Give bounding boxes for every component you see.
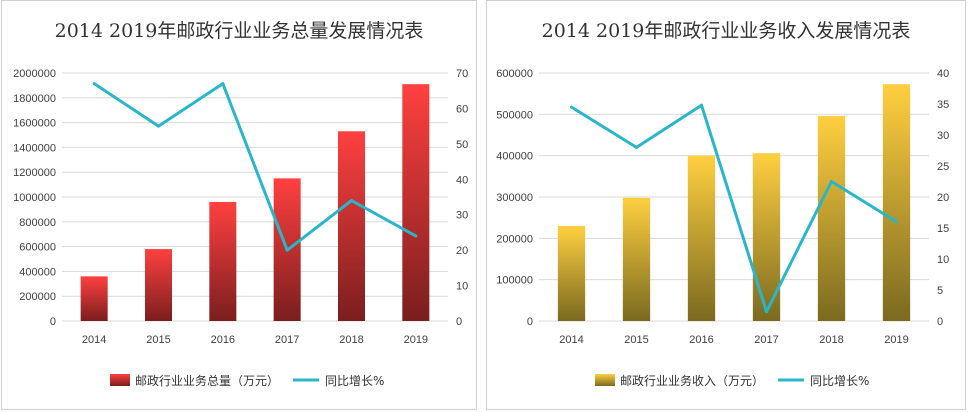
x-tick-label: 2017	[754, 334, 778, 346]
bar	[402, 84, 430, 321]
y2-tick-label: 70	[456, 68, 468, 80]
x-tick-label: 2014	[559, 334, 583, 346]
y-tick-label: 500000	[496, 109, 533, 121]
legend: 邮政行业业务收入（万元） 同比增长%	[595, 373, 869, 388]
y-tick-label: 400000	[19, 266, 56, 278]
x-tick-label: 2014	[82, 334, 106, 346]
y-tick-label: 0	[50, 316, 56, 328]
line-point	[350, 199, 353, 203]
legend-label-bar: 邮政行业业务总量（万元）	[135, 373, 279, 388]
x-tick-label: 2019	[404, 334, 428, 346]
line-point	[414, 234, 418, 238]
bar	[622, 197, 651, 321]
chart-panel-revenue: 2014 2019年邮政行业业务收入发展情况表 0 100000 200000 300…	[486, 0, 966, 410]
bar	[209, 201, 237, 321]
volume-chart: 2014 2019年邮政行业业务总量发展情况表 0200000400000600…	[13, 20, 468, 388]
y2-tick-label: 30	[937, 130, 949, 142]
chart-title: 2014 2019年邮政行业业务总量发展情况表	[55, 20, 424, 42]
bar	[882, 84, 911, 321]
y2-tick-label: 10	[456, 281, 468, 293]
bar	[687, 155, 716, 321]
y-tick-label: 1200000	[13, 167, 56, 179]
growth-line	[93, 82, 417, 252]
x-tick-label: 2018	[339, 334, 363, 346]
x-tick-label: 2015	[146, 334, 170, 346]
y-tick-label: 1800000	[13, 93, 56, 105]
y-tick-label: 200000	[19, 291, 56, 303]
y-tick-label: 600000	[19, 242, 56, 254]
y2-tick-label: 60	[456, 103, 468, 115]
line-point	[635, 145, 638, 149]
revenue-chart: 2014 2019年邮政行业业务收入发展情况表 0100000200000300…	[496, 20, 949, 388]
line-point	[895, 220, 898, 224]
y-tick-label: 2000000	[13, 68, 56, 80]
y2-tick-label: 20	[456, 245, 468, 257]
y-tick-label: 100000	[496, 275, 533, 287]
y2-tick-label: 50	[456, 139, 468, 151]
x-tick-label: 2016	[689, 334, 713, 346]
y2-tick-label: 20	[937, 192, 949, 204]
y-tick-label: 200000	[496, 233, 533, 245]
line-point	[92, 82, 96, 86]
line-point	[570, 105, 573, 109]
y2-tick-label: 40	[937, 68, 949, 80]
y-tick-label: 1400000	[13, 142, 56, 154]
y2-tick-label: 0	[456, 316, 462, 328]
x-tick-label: 2015	[624, 334, 648, 346]
y2-tick-label: 30	[456, 210, 468, 222]
y-tick-label: 0	[527, 316, 533, 328]
bar	[557, 225, 586, 321]
legend-swatch-bar	[110, 374, 130, 386]
y2-tick-label: 25	[937, 161, 949, 173]
y-tick-label: 600000	[496, 68, 533, 80]
y-tick-label: 1000000	[13, 192, 56, 204]
legend-label-bar: 邮政行业业务收入（万元）	[620, 373, 764, 388]
x-tick-label: 2017	[275, 334, 299, 346]
line-point	[221, 82, 225, 86]
chart-panel-volume: 2014 2019年邮政行业业务总量发展情况表 0 200000 400000 600…	[1, 0, 477, 410]
line-point	[285, 248, 289, 252]
x-tick-label: 2018	[819, 334, 843, 346]
x-tick-label: 2019	[884, 334, 908, 346]
growth-line	[570, 103, 898, 314]
y-tick-label: 300000	[496, 192, 533, 204]
bar	[80, 276, 108, 321]
y2-tick-label: 15	[937, 223, 949, 235]
y-tick-label: 1600000	[13, 118, 56, 130]
y2-tick-label: 0	[937, 316, 943, 328]
legend: 邮政行业业务总量（万元） 同比增长%	[110, 373, 384, 388]
line-point	[700, 103, 703, 107]
y2-tick-label: 40	[456, 174, 468, 186]
line-point	[830, 180, 833, 183]
line-point	[765, 310, 768, 314]
line-point	[157, 124, 160, 128]
y2-tick-label: 5	[937, 285, 943, 297]
y2-tick-label: 10	[937, 254, 949, 266]
x-tick-label: 2016	[211, 334, 235, 346]
legend-swatch-bar	[595, 374, 615, 386]
chart-title: 2014 2019年邮政行业业务收入发展情况表	[542, 20, 911, 42]
legend-label-line: 同比增长%	[325, 374, 384, 388]
bar	[817, 115, 846, 321]
legend-label-line: 同比增长%	[810, 374, 869, 388]
y-tick-label: 400000	[496, 151, 533, 163]
y-tick-label: 800000	[19, 217, 56, 229]
bar	[144, 249, 173, 321]
y2-tick-label: 35	[937, 99, 949, 111]
bar	[337, 131, 366, 321]
